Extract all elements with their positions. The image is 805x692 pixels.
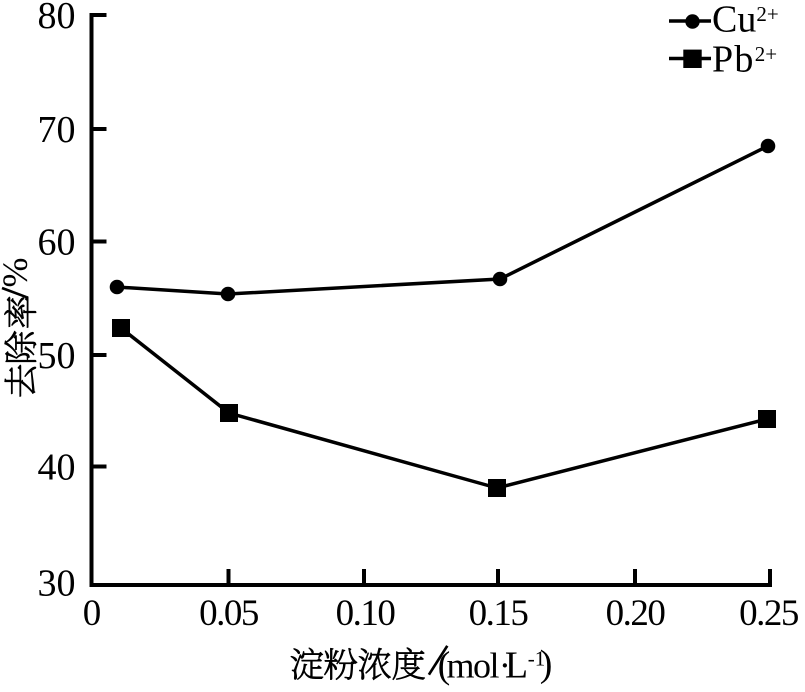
svg-text:40: 40 <box>38 447 76 489</box>
svg-text:%: % <box>0 258 35 288</box>
svg-text:·: · <box>499 646 511 686</box>
svg-text:0: 0 <box>83 593 102 634</box>
svg-text:50: 50 <box>38 335 76 377</box>
svg-text:(: ( <box>438 645 451 687</box>
svg-text:0.20: 0.20 <box>606 593 666 634</box>
svg-text:-1: -1 <box>528 647 546 671</box>
svg-text:60: 60 <box>38 222 76 264</box>
svg-text:0.10: 0.10 <box>336 593 396 634</box>
svg-text:0.25: 0.25 <box>739 593 799 634</box>
svg-text:70: 70 <box>38 109 76 151</box>
svg-text:30: 30 <box>38 563 76 605</box>
svg-text:): ) <box>540 643 553 685</box>
svg-text:0.15: 0.15 <box>469 593 529 634</box>
svg-text:0.05: 0.05 <box>199 593 259 634</box>
svg-text:mol: mol <box>447 646 500 686</box>
svg-text:L: L <box>505 645 528 687</box>
svg-text:80: 80 <box>38 0 76 37</box>
